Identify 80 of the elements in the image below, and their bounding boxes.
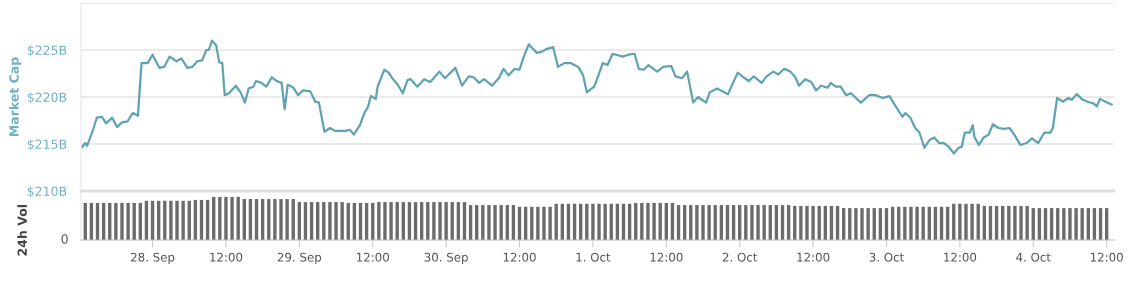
bar (652, 202, 656, 240)
bar (169, 200, 173, 240)
bar (224, 196, 228, 240)
x-tick-label: 28. Sep (131, 252, 175, 264)
bar (866, 208, 870, 240)
bar (120, 202, 124, 240)
x-tick-label: 12:00 (1090, 252, 1123, 262)
bar (1013, 205, 1017, 240)
bar (536, 206, 540, 240)
x-tick-label: 12:00 (503, 252, 536, 262)
bar (903, 206, 907, 240)
bar (921, 206, 925, 240)
x-tick-label: 30. Sep (424, 252, 468, 264)
y-tick-label: $215B (27, 139, 67, 151)
bar (1062, 208, 1066, 240)
bar (499, 205, 503, 240)
x-tick-label: 3. Oct (869, 252, 904, 262)
bar (756, 205, 760, 240)
bar (603, 203, 607, 240)
bar (707, 205, 711, 240)
bar (340, 202, 344, 240)
bar (915, 206, 919, 240)
y-axis-title: Market Cap (9, 57, 22, 137)
bar (481, 205, 485, 240)
y-tick-label: $220B (27, 92, 67, 104)
x-tick-label: 2. Oct (722, 252, 758, 262)
bar (383, 202, 387, 240)
x-tick-label: 4. Oct (1016, 252, 1051, 262)
bar (970, 203, 974, 240)
x-tick-label: 12:00 (650, 252, 683, 262)
text: 0 (61, 234, 68, 244)
bar (432, 202, 436, 240)
bar (964, 203, 968, 240)
bar (438, 202, 442, 240)
bar (701, 205, 705, 240)
bar (854, 208, 858, 240)
bar (762, 205, 766, 240)
bar (334, 202, 338, 240)
bar (487, 205, 491, 240)
y-axis-title: 24h Vol (17, 205, 27, 256)
x-tick-label: 29. Sep (277, 252, 322, 264)
x-tick-label: 12:00 (357, 252, 389, 262)
bar (126, 202, 130, 240)
x-tick-label: 12:00 (210, 252, 243, 262)
bar (181, 200, 185, 240)
bar (646, 202, 650, 240)
bar (811, 205, 815, 240)
bar (114, 202, 118, 240)
bar (1068, 208, 1072, 240)
bar (218, 196, 222, 240)
y-tick-label: $225B (27, 45, 67, 57)
bar (279, 199, 283, 240)
bar (377, 202, 381, 240)
bar (860, 208, 864, 240)
bar (909, 206, 913, 240)
bar (597, 203, 601, 240)
bar (1019, 205, 1023, 240)
bar (285, 199, 289, 240)
bar (695, 205, 699, 240)
bar (1025, 205, 1029, 240)
bar (389, 202, 393, 240)
bar (591, 203, 595, 240)
bar (799, 205, 803, 240)
bar (230, 196, 234, 240)
bar (493, 205, 497, 240)
bar (328, 202, 332, 240)
bar (273, 199, 277, 240)
bar (640, 202, 644, 240)
bar (958, 203, 962, 240)
bar (750, 205, 754, 240)
bar (1074, 208, 1078, 240)
x-tick-label: 12:00 (944, 252, 977, 262)
bar (444, 202, 448, 240)
bar (175, 200, 179, 240)
bar (548, 206, 552, 240)
bar (542, 206, 546, 240)
bar (805, 205, 809, 240)
y-tick-label: $210B (27, 186, 67, 198)
x-tick-label: 1. Oct (576, 252, 611, 262)
x-tick-label: 12:00 (797, 252, 830, 262)
